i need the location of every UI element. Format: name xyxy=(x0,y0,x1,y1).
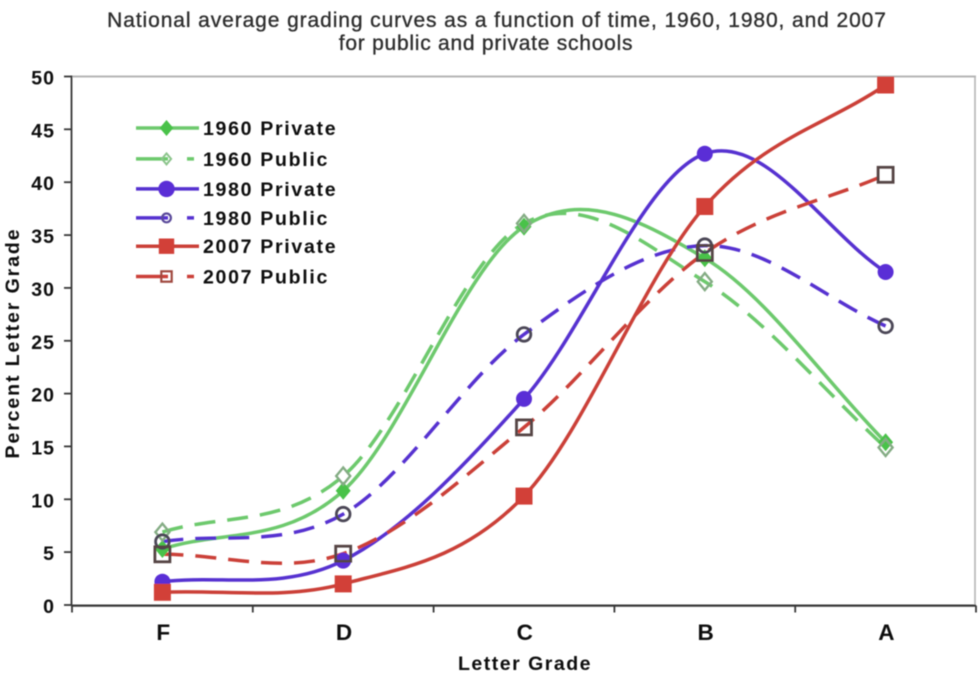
svg-text:D: D xyxy=(336,620,352,645)
svg-text:40: 40 xyxy=(31,173,55,195)
svg-text:2007 Private: 2007 Private xyxy=(203,236,337,258)
svg-text:B: B xyxy=(697,620,713,645)
svg-text:A: A xyxy=(878,620,894,645)
svg-text:F: F xyxy=(156,620,170,645)
svg-text:1980 Private: 1980 Private xyxy=(203,179,337,201)
svg-text:5: 5 xyxy=(43,543,55,565)
svg-text:50: 50 xyxy=(31,68,55,90)
svg-text:20: 20 xyxy=(31,385,55,407)
svg-text:25: 25 xyxy=(31,332,55,354)
svg-text:2007 Public: 2007 Public xyxy=(203,267,329,289)
svg-text:Letter Grade: Letter Grade xyxy=(458,653,592,675)
svg-text:C: C xyxy=(517,620,533,645)
svg-text:Percent Letter Grade: Percent Letter Grade xyxy=(2,228,24,459)
svg-text:15: 15 xyxy=(31,437,55,459)
svg-text:10: 10 xyxy=(31,490,55,512)
svg-text:0: 0 xyxy=(43,596,55,618)
svg-text:for public and private schools: for public and private schools xyxy=(339,32,634,55)
svg-text:1960 Public: 1960 Public xyxy=(203,149,329,171)
svg-text:1980 Public: 1980 Public xyxy=(203,208,329,230)
svg-text:35: 35 xyxy=(31,226,55,248)
svg-text:30: 30 xyxy=(31,279,55,301)
svg-text:1960 Private: 1960 Private xyxy=(203,118,337,140)
svg-text:45: 45 xyxy=(31,120,55,142)
svg-text:National average grading curve: National average grading curves as a fun… xyxy=(107,9,887,32)
